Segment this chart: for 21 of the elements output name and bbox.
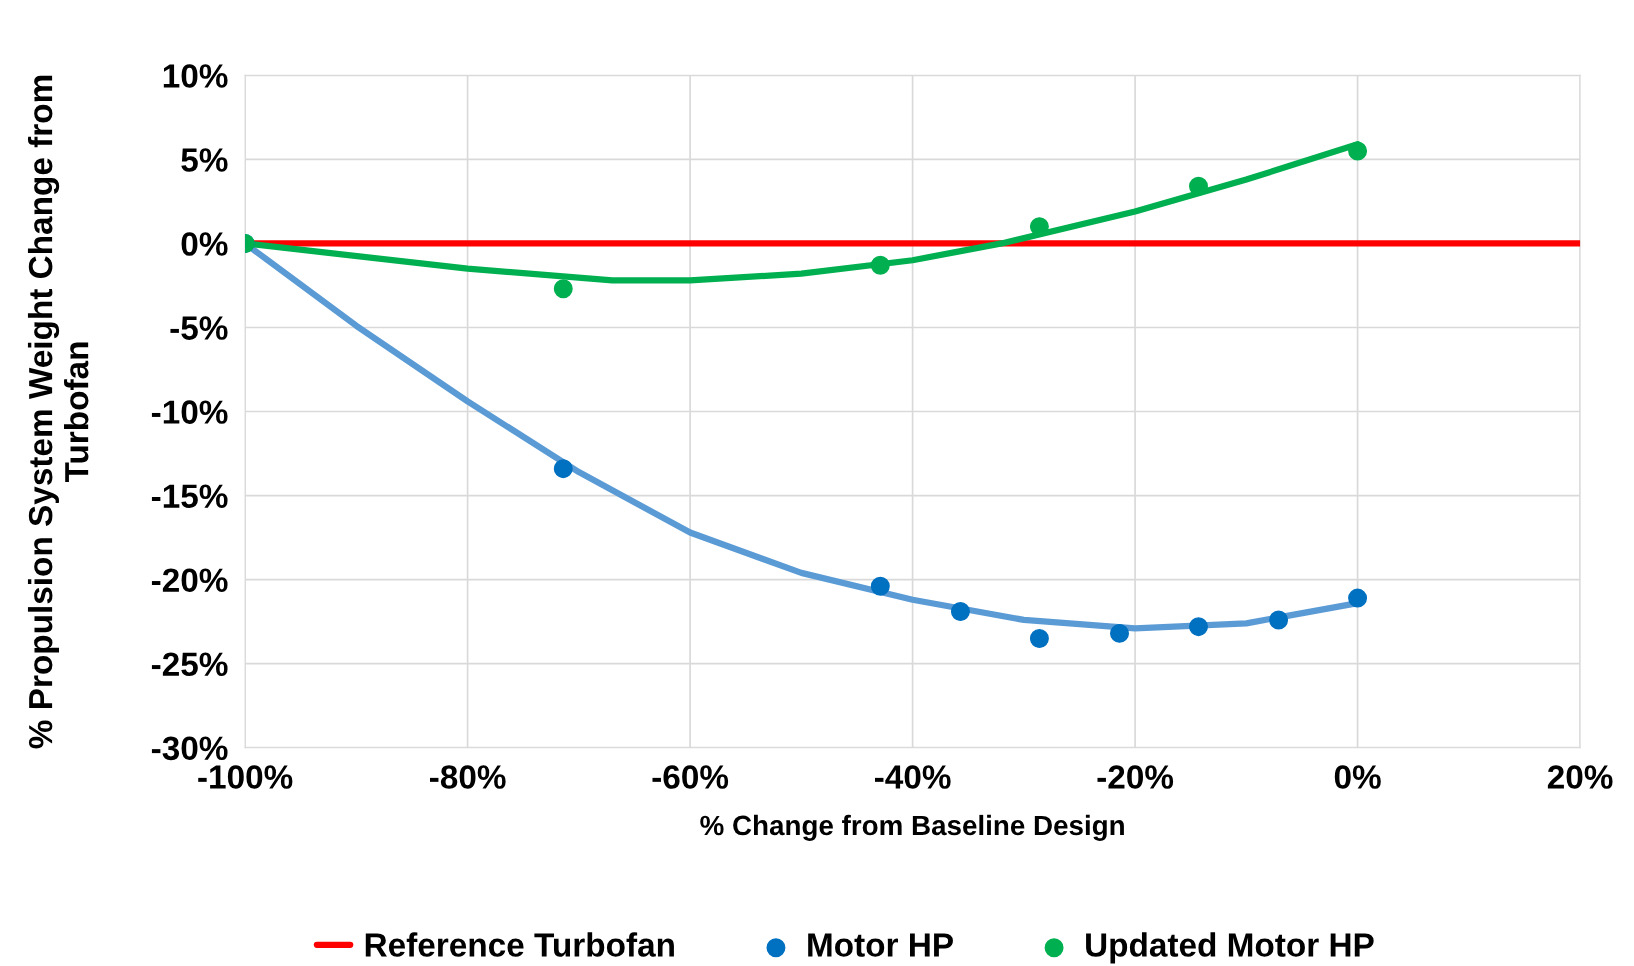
x-tick-label: 0%: [1334, 765, 1381, 789]
y-tick-label: 0%: [181, 232, 228, 256]
x-tick-label: -80%: [429, 765, 506, 789]
legend-label: Motor HP: [808, 933, 953, 957]
x-tick-label: -60%: [652, 765, 729, 789]
y-tick-label: -10%: [151, 400, 228, 424]
y-tick-label: 10%: [163, 64, 228, 88]
y-tick-label: -15%: [151, 484, 228, 508]
y-tick-label: 5%: [181, 148, 228, 172]
legend-label: Updated Motor HP: [1086, 932, 1374, 964]
x-axis-title: % Change from Baseline Design: [700, 814, 1124, 841]
legend-label: Reference Turbofan: [365, 932, 674, 957]
y-tick-label: -20%: [151, 568, 228, 593]
y-axis-title: % Propulsion System Weight Change from Turbofan: [27, 75, 89, 749]
y-tick-label: -30%: [151, 736, 228, 761]
x-tick-label: 20%: [1547, 765, 1613, 789]
x-tick-label: -40%: [874, 765, 951, 789]
y-tick-label: -25%: [151, 652, 228, 677]
y-tick-label: -5%: [170, 316, 228, 340]
x-tick-label: -20%: [1097, 765, 1174, 789]
x-tick-label: -100%: [198, 765, 293, 789]
